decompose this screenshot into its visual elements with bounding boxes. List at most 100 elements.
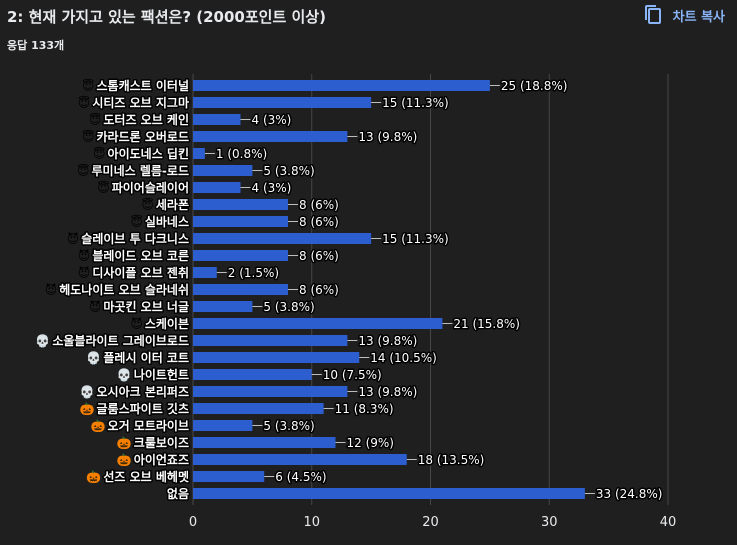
- value-label: 5 (3.8%): [263, 419, 314, 433]
- copy-chart-button[interactable]: 차트 복사: [643, 4, 725, 26]
- bar[interactable]: [193, 471, 265, 482]
- value-label: 25 (18.8%): [501, 79, 568, 93]
- faction-emoji-icon: 💀: [117, 368, 132, 382]
- bar[interactable]: [193, 80, 490, 91]
- category-label: 오거 모트라이브: [108, 418, 189, 433]
- faction-emoji-icon: 😇: [97, 180, 110, 195]
- value-label: 15 (11.3%): [382, 232, 449, 246]
- x-tick-label: 10: [303, 515, 320, 530]
- value-label: 13 (9.8%): [358, 130, 417, 144]
- bar[interactable]: [193, 335, 348, 346]
- bar[interactable]: [193, 131, 348, 142]
- category-label: 디사이플 오브 젠취: [92, 265, 189, 280]
- value-label: 15 (11.3%): [382, 96, 449, 110]
- category-label: 시티즈 오브 지그마: [92, 95, 189, 110]
- bar[interactable]: [193, 216, 288, 227]
- faction-emoji-icon: 😈: [45, 283, 58, 297]
- category-label: 스케이븐: [145, 316, 189, 331]
- faction-emoji-icon: 😇: [93, 146, 106, 161]
- faction-emoji-icon: 😈: [67, 232, 80, 246]
- bar[interactable]: [193, 148, 205, 159]
- faction-emoji-icon: 🎃: [91, 419, 106, 433]
- bar[interactable]: [193, 369, 312, 380]
- category-label: 루미네스 렐름-로드: [92, 163, 189, 178]
- bar[interactable]: [193, 437, 336, 448]
- value-label: 8 (6%): [299, 198, 339, 212]
- bar[interactable]: [193, 182, 241, 193]
- faction-emoji-icon: 🎃: [80, 402, 95, 416]
- category-label: 없음: [167, 486, 189, 501]
- faction-emoji-icon: 😇: [89, 112, 102, 127]
- x-tick-label: 30: [541, 515, 558, 530]
- category-label: 슬레이브 투 다크니스: [81, 231, 189, 246]
- value-label: 10 (7.5%): [323, 368, 382, 382]
- faction-emoji-icon: 😇: [78, 95, 91, 110]
- value-label: 8 (6%): [299, 215, 339, 229]
- bar[interactable]: [193, 199, 288, 210]
- gridlines: [192, 74, 669, 505]
- bar[interactable]: [193, 386, 348, 397]
- copy-icon: [644, 5, 661, 24]
- faction-emoji-icon: 🎃: [86, 470, 101, 484]
- value-label: 8 (6%): [299, 249, 339, 263]
- value-label: 33 (24.8%): [596, 487, 663, 501]
- bar[interactable]: [193, 454, 407, 465]
- x-axis-ticks: 0 10 20 30 40: [189, 515, 676, 530]
- value-label: 13 (9.8%): [358, 385, 417, 399]
- bar[interactable]: [193, 352, 360, 363]
- bar[interactable]: [193, 233, 372, 244]
- category-label: 마곳킨 오브 너글: [103, 299, 189, 314]
- faction-emoji-icon: 😈: [78, 249, 91, 263]
- value-label: 13 (9.8%): [358, 334, 417, 348]
- category-label: 선즈 오브 베헤멧: [103, 469, 189, 484]
- category-label: 글룸스파이트 깃츠: [97, 401, 190, 416]
- x-tick-label: 20: [422, 515, 439, 530]
- bars: [193, 80, 585, 499]
- category-label: 크룰보이즈: [134, 435, 189, 450]
- faction-emoji-icon: 😈: [78, 266, 91, 280]
- bar[interactable]: [193, 97, 372, 108]
- faction-emoji-icon: 😇: [77, 163, 90, 178]
- value-labels: 25 (18.8%) 15 (11.3%) 4 (3%) 13 (9.8%) 1 (0.…: [204, 78, 664, 503]
- value-label: 4 (3%): [252, 113, 292, 127]
- bar[interactable]: [193, 165, 253, 176]
- faction-emoji-icon: 💀: [35, 334, 50, 348]
- faction-emoji-icon: 🎃: [117, 453, 132, 467]
- category-label: 플레시 이터 코트: [103, 350, 189, 365]
- bar[interactable]: [193, 420, 253, 431]
- value-label: 8 (6%): [299, 283, 339, 297]
- bar[interactable]: [193, 267, 217, 278]
- value-label: 5 (3.8%): [263, 164, 314, 178]
- faction-emoji-icon: 😈: [89, 300, 102, 314]
- value-label: 5 (3.8%): [263, 300, 314, 314]
- category-label: 나이트헌트: [134, 367, 189, 382]
- category-label: 스톰캐스트 이터널: [97, 78, 190, 93]
- faction-emoji-icon: 💀: [86, 351, 101, 365]
- value-label: 12 (9%): [347, 436, 394, 450]
- category-label: 세라폰: [156, 197, 189, 212]
- bar[interactable]: [193, 301, 253, 312]
- category-label: 도터즈 오브 케인: [103, 112, 189, 127]
- bar[interactable]: [193, 403, 324, 414]
- bar[interactable]: [193, 250, 288, 261]
- bar[interactable]: [193, 488, 585, 499]
- value-label: 6 (4.5%): [275, 470, 326, 484]
- bar[interactable]: [193, 114, 241, 125]
- value-label: 21 (15.8%): [453, 317, 520, 331]
- faction-emoji-icon: 😇: [141, 197, 154, 212]
- value-label: 2 (1.5%): [228, 266, 279, 280]
- bar[interactable]: [193, 318, 443, 329]
- faction-emoji-icon: 🎃: [117, 436, 132, 450]
- bar[interactable]: [193, 284, 288, 295]
- faction-emoji-icon: 😇: [82, 78, 95, 93]
- category-label: 아이언죠즈: [134, 452, 189, 467]
- category-label: 아이도네스 딥킨: [108, 146, 189, 161]
- category-label: 파이어슬레이어: [112, 180, 189, 195]
- category-labels: 스톰캐스트 이터널😇시티즈 오브 지그마😇도터즈 오브 케인😇카라드론 오버로드…: [35, 77, 190, 503]
- category-label: 오시아크 본리퍼즈: [97, 384, 190, 399]
- value-label: 11 (8.3%): [335, 402, 394, 416]
- response-count: 응답 133개: [7, 39, 65, 52]
- value-label: 1 (0.8%): [216, 147, 267, 161]
- category-label: 소울블라이트 그레이브로드: [52, 333, 189, 348]
